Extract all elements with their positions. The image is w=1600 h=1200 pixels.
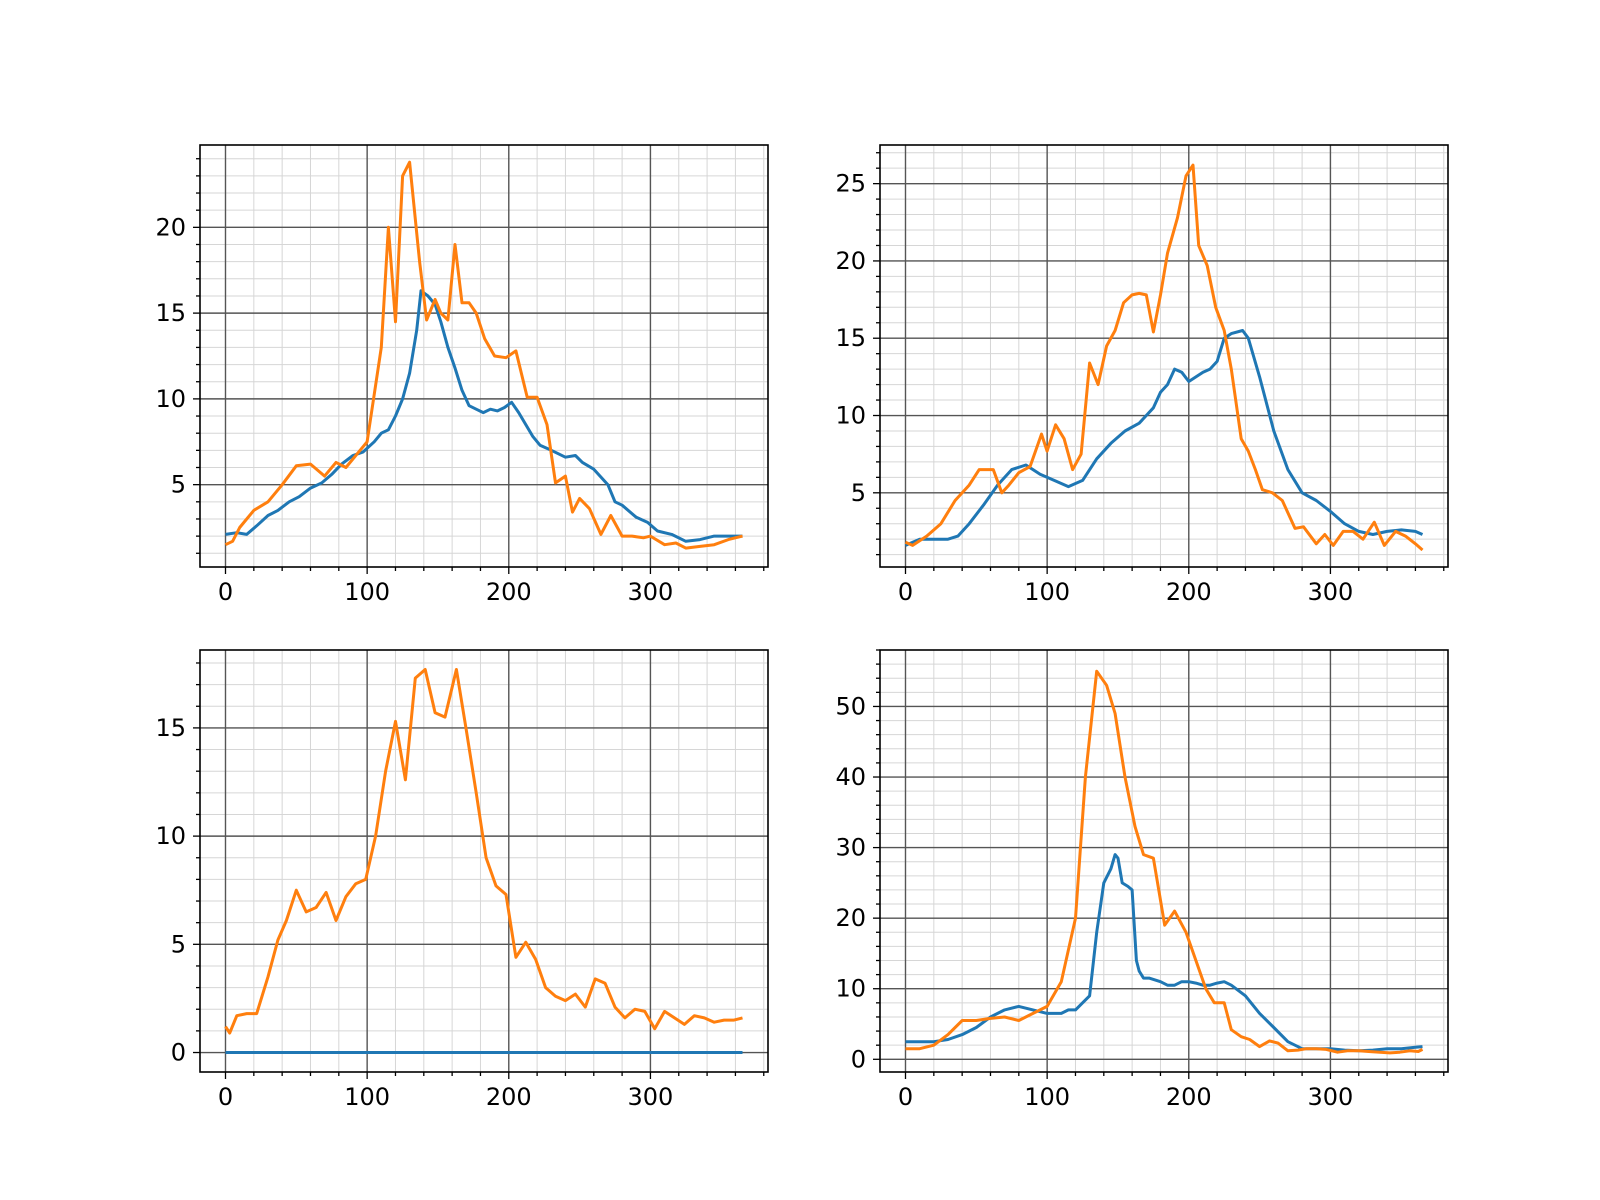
y-tick-label: 20 xyxy=(835,247,866,275)
axes-frame xyxy=(879,649,1449,1073)
series-line-2 xyxy=(224,668,743,1035)
x-tick-label: 300 xyxy=(1308,1083,1354,1111)
x-tick-label: 200 xyxy=(1166,578,1212,606)
axes-frame xyxy=(879,144,1449,568)
y-tick-label: 5 xyxy=(171,930,186,958)
y-tick-label: 0 xyxy=(171,1039,186,1067)
subplot-1: 0 100 200 300 5 10 15 20 xyxy=(155,144,769,606)
y-tick-label: 30 xyxy=(835,834,866,862)
y-tick-label: 15 xyxy=(155,714,186,742)
x-tick-label: 200 xyxy=(1166,1083,1212,1111)
y-tick-label: 20 xyxy=(155,213,186,241)
major-grid xyxy=(880,145,1448,567)
x-tick-label: 300 xyxy=(628,1083,674,1111)
series-line-1 xyxy=(904,329,1424,547)
y-tick-label: 40 xyxy=(835,763,866,791)
y-tick-label: 10 xyxy=(835,402,866,430)
x-tick-label: 0 xyxy=(898,1083,913,1111)
y-tick-label: 10 xyxy=(835,975,866,1003)
x-tick-label: 300 xyxy=(1308,578,1354,606)
minor-grid xyxy=(880,649,1448,1072)
major-grid xyxy=(880,650,1448,1072)
series-line-2 xyxy=(904,163,1424,552)
y-tick-label: 10 xyxy=(155,385,186,413)
x-tick-label: 100 xyxy=(344,1083,390,1111)
minor-grid xyxy=(880,145,1448,567)
series-line-1 xyxy=(225,289,743,543)
major-grid xyxy=(200,145,768,567)
series-line-2 xyxy=(224,160,743,550)
y-tick-label: 5 xyxy=(171,471,186,499)
y-tick-label: 10 xyxy=(155,822,186,850)
subplot-3: 0 100 200 300 0 5 10 15 xyxy=(155,649,769,1111)
y-tick-label: 20 xyxy=(835,904,866,932)
minor-grid xyxy=(200,650,768,1072)
y-tick-label: 15 xyxy=(835,324,866,352)
y-tick-label: 0 xyxy=(851,1045,866,1073)
x-tick-label: 200 xyxy=(486,1083,532,1111)
y-tick-label: 5 xyxy=(851,479,866,507)
x-tick-label: 0 xyxy=(218,1083,233,1111)
x-tick-label: 200 xyxy=(486,578,532,606)
series-line-2 xyxy=(905,669,1424,1055)
x-tick-label: 0 xyxy=(218,578,233,606)
y-tick-label: 50 xyxy=(835,692,866,720)
axes-frame xyxy=(199,144,769,568)
subplot-4: 0 100 200 300 0 10 20 30 40 50 xyxy=(835,649,1449,1111)
axes-frame xyxy=(199,649,769,1073)
y-tick-label: 25 xyxy=(835,170,866,198)
subplot-2: 0 100 200 300 5 10 15 20 25 xyxy=(835,144,1449,606)
y-tick-label: 15 xyxy=(155,299,186,327)
x-tick-label: 100 xyxy=(1024,578,1070,606)
x-tick-label: 300 xyxy=(628,578,674,606)
x-tick-label: 100 xyxy=(344,578,390,606)
x-tick-label: 0 xyxy=(898,578,913,606)
x-tick-label: 100 xyxy=(1024,1083,1070,1111)
